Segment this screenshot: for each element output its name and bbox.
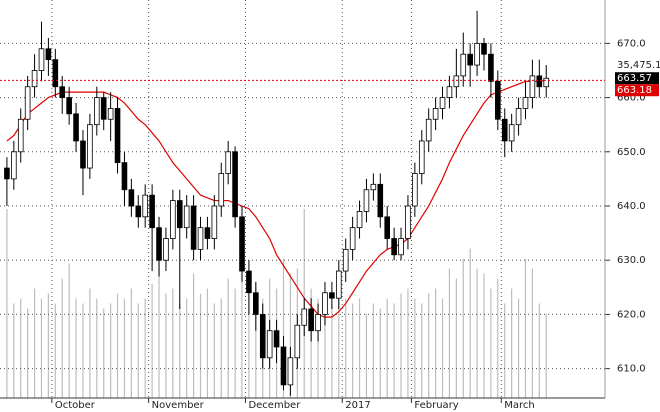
candle-body bbox=[114, 108, 121, 164]
ma-last-box bbox=[615, 84, 659, 97]
candle-body bbox=[100, 97, 107, 120]
x-tick-label: December bbox=[248, 400, 301, 411]
candle-body bbox=[377, 183, 384, 218]
candle-body bbox=[197, 227, 204, 250]
candle-body bbox=[391, 238, 397, 256]
x-tick-label: March bbox=[504, 400, 534, 411]
x-tick-label: October bbox=[55, 400, 96, 411]
candle-body bbox=[495, 80, 501, 120]
candle-body bbox=[135, 205, 142, 218]
candle-body bbox=[398, 238, 404, 256]
candle-body bbox=[405, 205, 411, 239]
candle-body bbox=[529, 75, 536, 98]
x-tick-label: February bbox=[414, 400, 458, 411]
candle-body bbox=[142, 194, 149, 218]
candle-body bbox=[349, 227, 356, 250]
last-price-label: 663.57 bbox=[617, 73, 652, 84]
candle-body bbox=[287, 357, 294, 386]
candle-body bbox=[170, 200, 176, 239]
candle-body bbox=[121, 162, 128, 191]
y-tick-label: 630.0 bbox=[617, 255, 646, 266]
candle-body bbox=[488, 53, 494, 82]
candle-body bbox=[425, 118, 432, 142]
candle-body bbox=[280, 346, 287, 386]
candle-body bbox=[418, 140, 425, 174]
candle-body bbox=[17, 118, 24, 153]
candle-body bbox=[59, 86, 66, 98]
candle-body bbox=[156, 227, 162, 261]
candle-body bbox=[107, 108, 114, 120]
candle-body bbox=[315, 314, 321, 332]
candle-body bbox=[370, 183, 377, 191]
x-tick-label: November bbox=[152, 400, 205, 411]
candle-body bbox=[163, 238, 169, 261]
candle-body bbox=[432, 108, 439, 120]
candle-body bbox=[460, 53, 467, 77]
candle-body bbox=[66, 97, 72, 115]
candle-body bbox=[536, 75, 543, 88]
candle-body bbox=[246, 270, 252, 294]
candle-body bbox=[239, 216, 245, 272]
y-tick-label: 660.0 bbox=[617, 93, 646, 104]
candle-body bbox=[11, 151, 17, 180]
y-tick-label: 650.0 bbox=[617, 147, 646, 158]
candle-body bbox=[273, 330, 280, 348]
candle-body bbox=[335, 270, 342, 299]
candle-body bbox=[149, 194, 155, 229]
candle-body bbox=[508, 124, 515, 142]
candle-body bbox=[481, 42, 487, 55]
candle-body bbox=[45, 48, 52, 61]
candle-body bbox=[218, 173, 225, 207]
candle-body bbox=[342, 248, 349, 272]
candle-body bbox=[52, 59, 59, 88]
candle-body bbox=[501, 118, 508, 142]
candle-body bbox=[38, 48, 45, 71]
candle-body bbox=[322, 292, 328, 315]
candle-body bbox=[204, 227, 211, 239]
candle-body bbox=[543, 77, 550, 88]
candle-body bbox=[356, 211, 363, 229]
candle-body bbox=[412, 173, 418, 207]
candle-body bbox=[266, 330, 273, 359]
candle-body bbox=[453, 75, 460, 88]
candle-body bbox=[190, 205, 197, 250]
candle-body bbox=[31, 70, 38, 88]
candle-body bbox=[24, 86, 31, 120]
candle-body bbox=[329, 292, 335, 299]
candle-body bbox=[294, 324, 301, 359]
candle-body bbox=[211, 205, 218, 239]
candle-body bbox=[446, 86, 453, 98]
candle-body bbox=[73, 113, 79, 142]
candle-body bbox=[301, 308, 308, 326]
candle-body bbox=[363, 189, 370, 212]
candle-body bbox=[128, 189, 135, 207]
y-tick-label: 610.0 bbox=[617, 364, 646, 375]
y-tick-label: 640.0 bbox=[617, 201, 646, 212]
candle-body bbox=[439, 97, 446, 109]
candle-body bbox=[80, 140, 86, 169]
candle-body bbox=[522, 97, 529, 109]
last-price-box bbox=[615, 72, 659, 85]
indicator-value: 35,475.16 bbox=[617, 60, 660, 71]
candle-body bbox=[515, 108, 522, 126]
candle-body bbox=[225, 151, 231, 174]
candle-body bbox=[384, 216, 390, 239]
candle-body bbox=[4, 167, 10, 180]
candle-body bbox=[308, 308, 314, 332]
candle-body bbox=[467, 53, 473, 66]
y-tick-label: 620.0 bbox=[617, 309, 646, 320]
candle-body bbox=[183, 205, 190, 229]
candle-body bbox=[94, 97, 100, 126]
candle-body bbox=[87, 124, 93, 169]
candle-body bbox=[232, 151, 238, 218]
candle-body bbox=[253, 292, 259, 315]
x-tick-label: 2017 bbox=[345, 400, 370, 411]
y-tick-label: 670.0 bbox=[617, 38, 646, 49]
ma-last-label: 663.18 bbox=[617, 85, 652, 96]
candle-body bbox=[259, 314, 266, 359]
candle-body bbox=[176, 200, 183, 229]
candle-body bbox=[474, 42, 480, 66]
